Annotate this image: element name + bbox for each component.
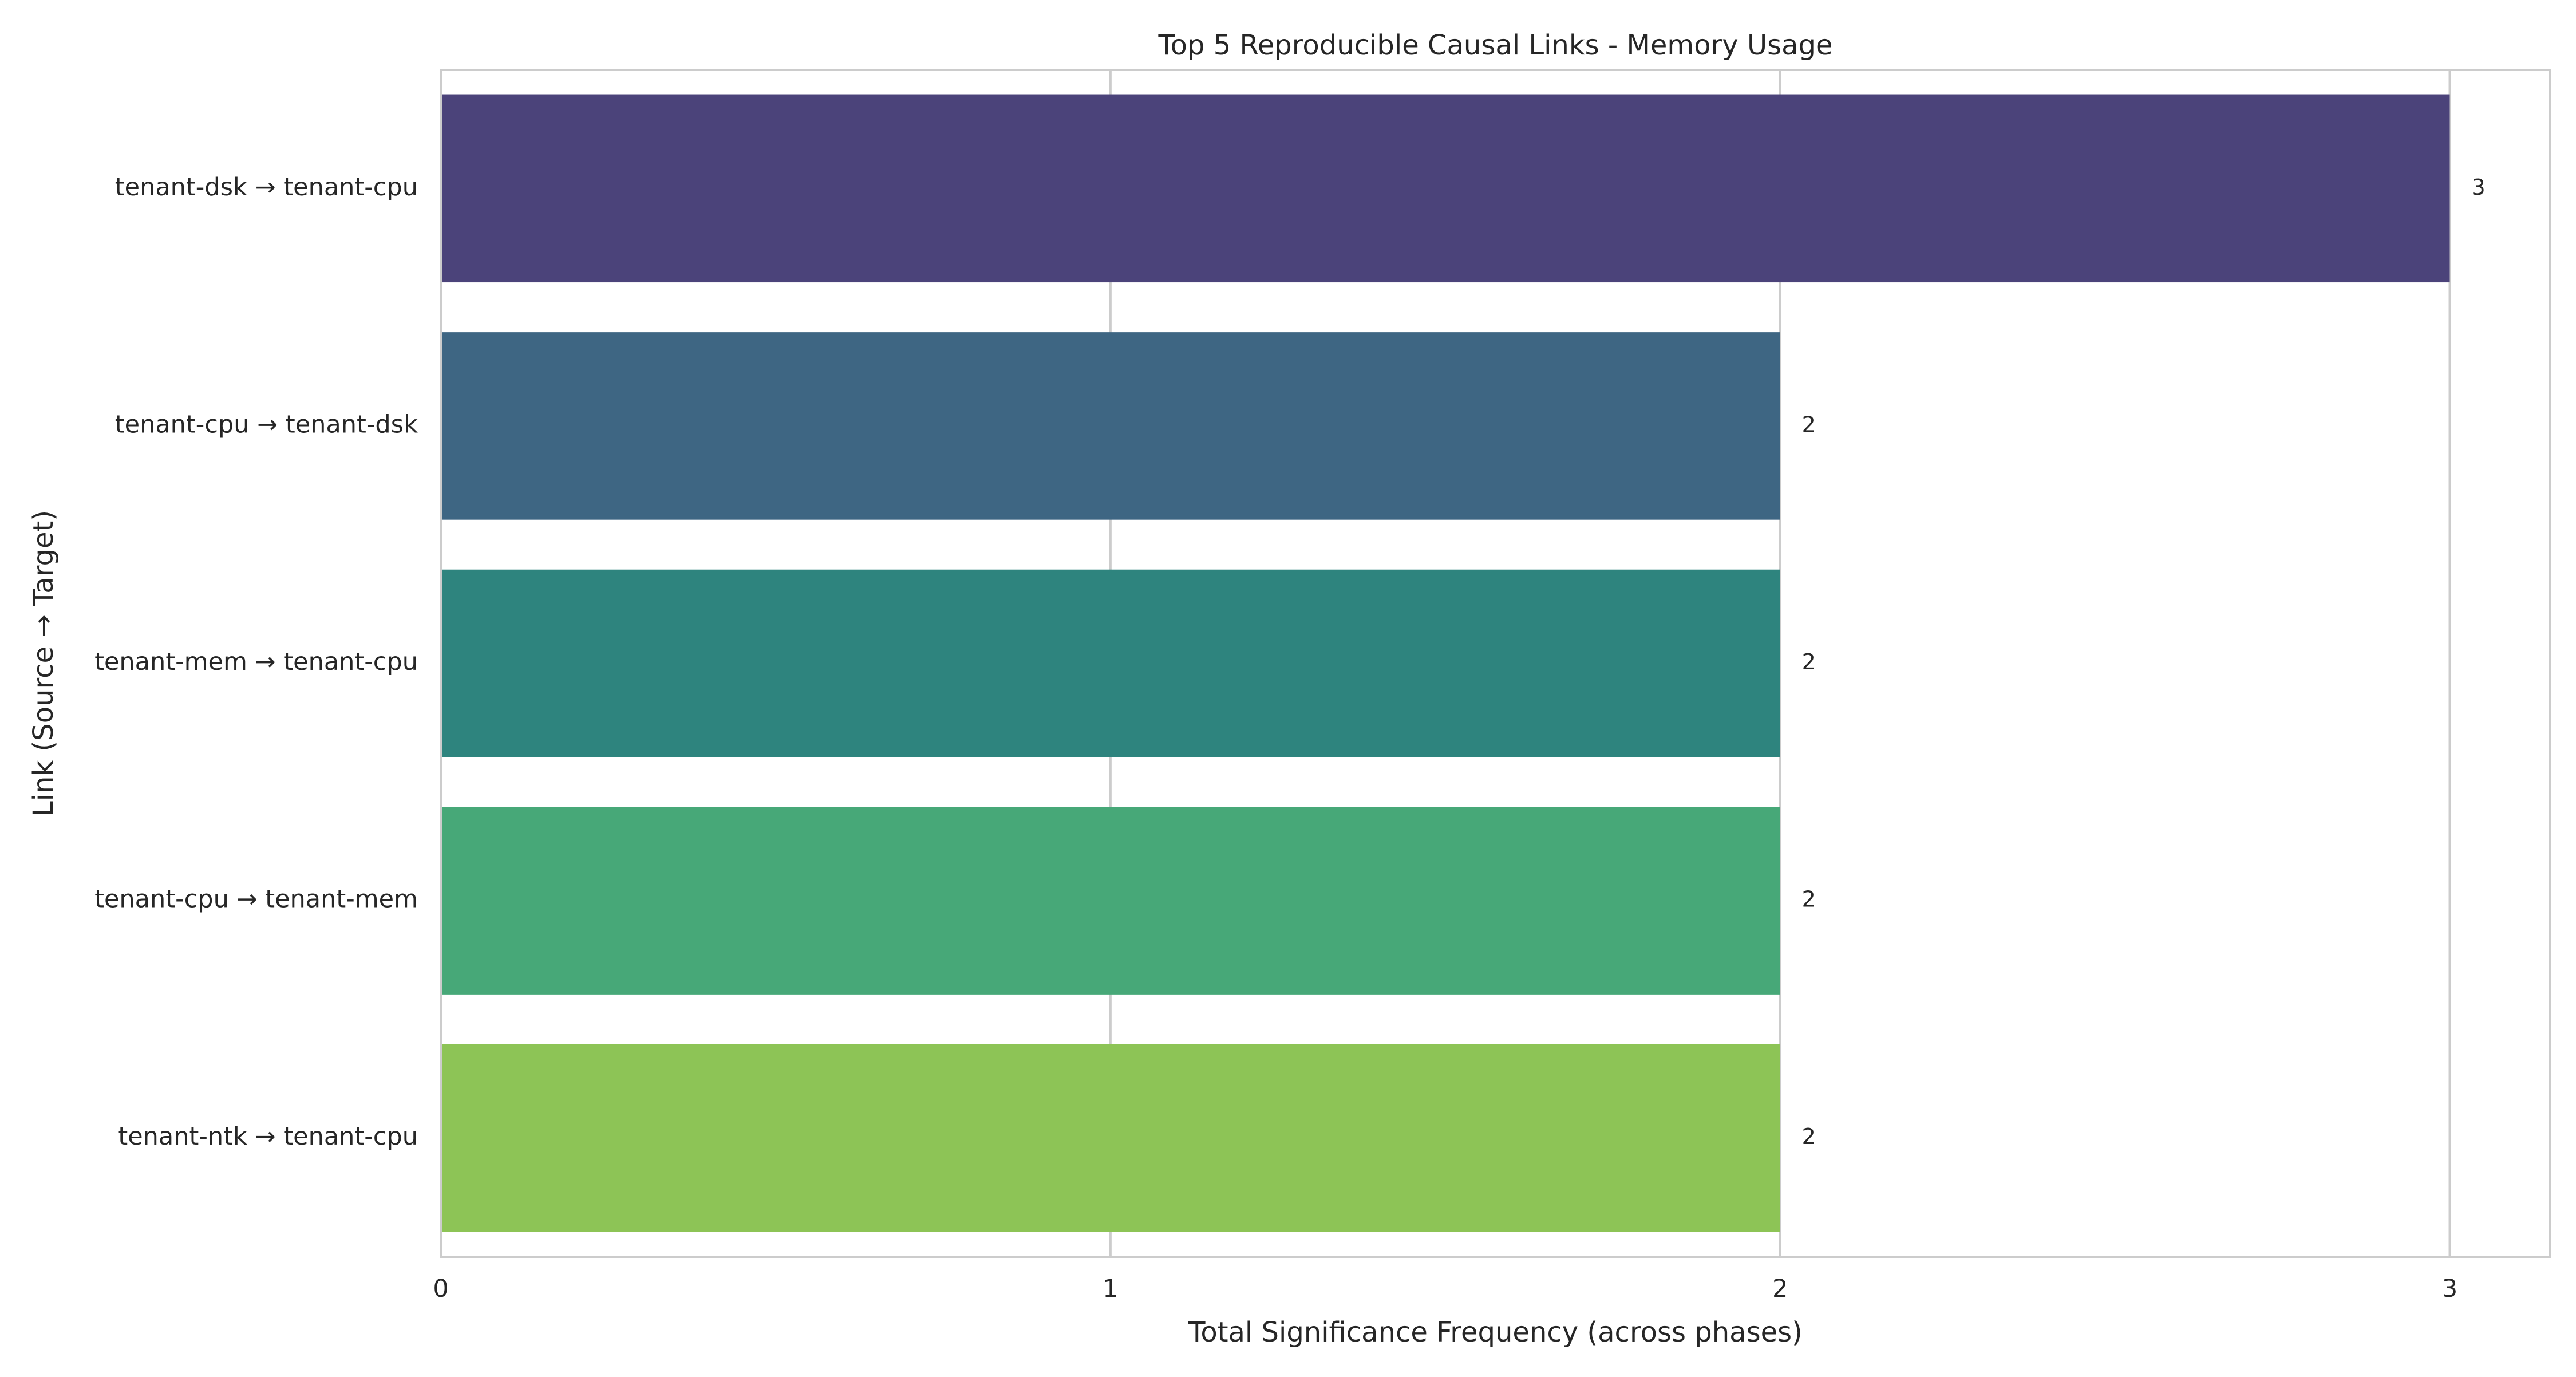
bar: [441, 94, 2450, 283]
y-tick-label: tenant-cpu → tenant-dsk: [115, 410, 418, 439]
y-tick-label: tenant-dsk → tenant-cpu: [115, 173, 418, 202]
x-tick-label: 2: [1772, 1275, 1788, 1303]
x-tick-labels: 0 1 2 3: [433, 1275, 2458, 1303]
chart-title: Top 5 Reproducible Causal Links - Memory…: [1157, 29, 1832, 61]
bar: [441, 1044, 1780, 1232]
x-tick-label: 0: [433, 1275, 448, 1303]
y-tick-label: tenant-mem → tenant-cpu: [94, 648, 418, 676]
x-tick-label: 1: [1103, 1275, 1118, 1303]
bar: [441, 332, 1780, 520]
x-axis-label: Total Significance Frequency (across pha…: [1188, 1316, 1803, 1348]
plot-frame: [440, 69, 2551, 1258]
bar: [441, 807, 1780, 995]
y-tick-label: tenant-cpu → tenant-mem: [94, 885, 418, 914]
bars: [441, 94, 2450, 1232]
y-tick-labels: tenant-dsk → tenant-cpu tenant-cpu → tena…: [94, 173, 418, 1151]
y-axis-label: Link (Source → Target): [27, 510, 60, 816]
data-label: 2: [1802, 1124, 1816, 1149]
data-label: 2: [1802, 649, 1816, 674]
data-labels: 3 2 2 2 2: [1802, 175, 2486, 1149]
data-label: 2: [1802, 412, 1816, 437]
bar: [441, 569, 1780, 757]
data-label: 3: [2472, 175, 2486, 200]
data-label: 2: [1802, 887, 1816, 912]
y-tick-label: tenant-ntk → tenant-cpu: [118, 1122, 418, 1151]
x-tick-label: 3: [2442, 1275, 2458, 1303]
